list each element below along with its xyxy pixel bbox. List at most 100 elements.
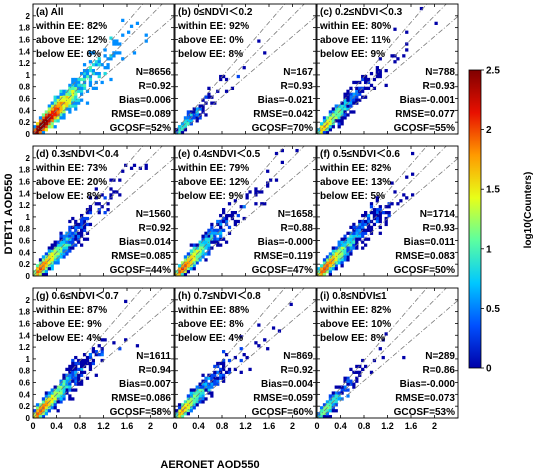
density-cell xyxy=(88,364,93,369)
density-cell xyxy=(319,406,324,410)
density-cell xyxy=(59,101,63,105)
density-cell xyxy=(364,228,368,232)
density-cell xyxy=(328,406,332,410)
density-cell xyxy=(94,350,98,354)
density-cell xyxy=(319,264,324,268)
density-cell xyxy=(322,415,327,419)
density-cell xyxy=(216,376,220,380)
density-cell xyxy=(77,240,81,244)
x-tick-label: 1.2 xyxy=(381,421,394,431)
density-cell xyxy=(346,92,350,96)
density-cell xyxy=(201,107,205,111)
density-cell xyxy=(47,397,51,401)
density-cell xyxy=(381,211,385,215)
density-cell xyxy=(195,107,199,111)
density-cell xyxy=(216,382,220,386)
density-cell xyxy=(355,86,359,90)
stat-r: R=0.93 xyxy=(422,81,455,92)
density-cell xyxy=(68,397,72,401)
density-cell xyxy=(177,415,182,419)
density-cell xyxy=(207,246,211,250)
density-cell xyxy=(180,406,185,410)
density-cell xyxy=(201,255,205,259)
density-cell xyxy=(74,104,78,108)
density-cell xyxy=(88,66,93,70)
density-cell xyxy=(106,63,110,67)
density-cell xyxy=(91,71,95,76)
density-cell xyxy=(91,63,95,67)
density-cell xyxy=(219,222,223,227)
density-cell xyxy=(44,122,48,126)
density-cell xyxy=(337,391,341,395)
density-cell xyxy=(233,367,237,372)
density-cell xyxy=(124,338,128,342)
density-cell xyxy=(337,243,341,247)
density-cell xyxy=(115,39,119,43)
density-cell xyxy=(82,83,87,88)
density-cell xyxy=(337,261,341,265)
density-cell xyxy=(53,400,57,404)
density-cell xyxy=(59,400,63,404)
y-tick-label: 1 xyxy=(26,71,31,80)
density-cell xyxy=(366,86,371,90)
density-cell xyxy=(180,270,185,274)
density-cell xyxy=(364,364,368,369)
density-cell xyxy=(224,216,229,221)
density-cell xyxy=(80,361,84,366)
density-cell xyxy=(71,246,75,250)
density-cell xyxy=(402,355,406,360)
density-cell xyxy=(387,205,391,209)
density-cell xyxy=(331,107,335,111)
density-cell xyxy=(340,261,344,265)
density-cell xyxy=(94,373,98,377)
density-cell xyxy=(175,409,179,413)
density-cell xyxy=(62,252,66,256)
density-cell xyxy=(71,379,75,383)
density-cell xyxy=(106,57,110,61)
x-tick-label: 0.4 xyxy=(334,421,347,431)
density-cell xyxy=(337,249,341,253)
panel-title: (i) 0.8≤NDVI≤1 xyxy=(320,291,387,302)
density-cell xyxy=(56,252,60,256)
above-ee: above EE: 12% xyxy=(36,35,107,46)
density-cell xyxy=(343,388,347,392)
one-to-one-line xyxy=(33,4,163,134)
density-cell xyxy=(216,240,220,244)
y-tick-label: 0.2 xyxy=(19,260,31,269)
density-cell xyxy=(192,249,196,253)
density-cell xyxy=(82,71,87,76)
y-tick-label: 1.8 xyxy=(19,166,31,175)
density-cell xyxy=(53,388,57,392)
density-cell xyxy=(204,240,208,244)
density-cell xyxy=(53,116,57,120)
ee-lower-line xyxy=(177,16,316,134)
density-cell xyxy=(207,252,211,256)
density-cell xyxy=(180,415,185,419)
density-cell xyxy=(349,101,353,105)
density-cell xyxy=(74,80,78,85)
stat-n: N=167 xyxy=(283,67,313,78)
density-cell xyxy=(82,74,87,79)
density-cell xyxy=(331,261,335,265)
stat-r: R=0.94 xyxy=(138,365,171,376)
density-cell xyxy=(263,202,267,206)
density-cell xyxy=(207,234,211,238)
density-cell xyxy=(349,243,353,247)
stat-n: N=788 xyxy=(425,67,455,78)
density-cell xyxy=(68,370,72,374)
colorbar-tick-label: 1 xyxy=(486,244,492,255)
density-cell xyxy=(132,163,137,167)
density-cell xyxy=(65,234,69,238)
density-cell xyxy=(186,255,190,259)
density-cell xyxy=(35,264,40,268)
above-ee: above EE: 10% xyxy=(320,319,391,330)
density-cell xyxy=(94,187,98,191)
density-cell xyxy=(44,116,48,120)
density-cell xyxy=(62,394,66,398)
density-cell xyxy=(343,255,347,259)
ee-lower-line xyxy=(35,300,174,418)
density-cell xyxy=(80,382,84,386)
density-cell xyxy=(44,258,48,262)
density-cell xyxy=(135,21,140,25)
density-cell xyxy=(340,116,344,120)
